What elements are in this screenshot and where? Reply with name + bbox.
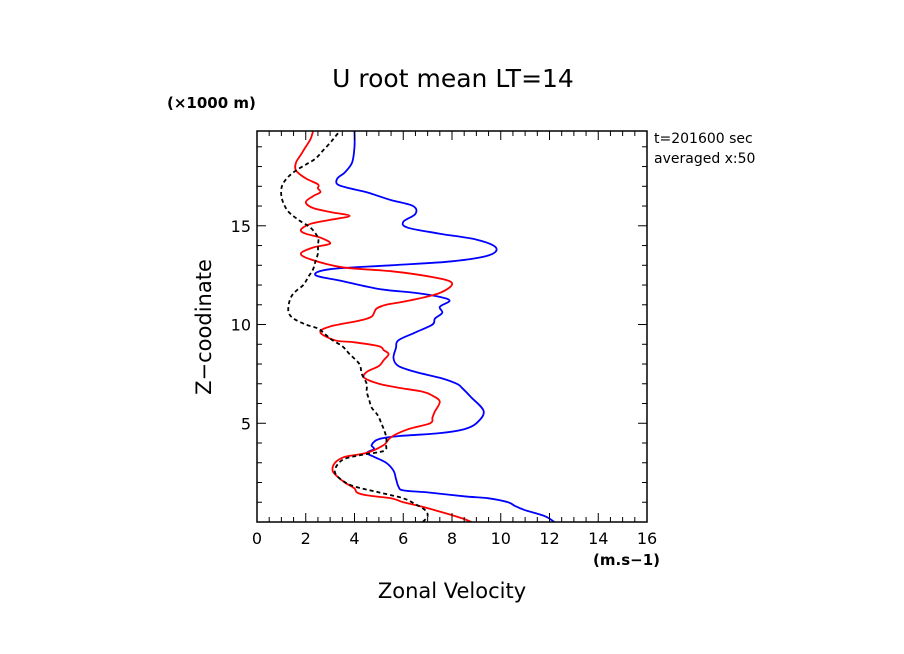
series-line-1: [294, 131, 472, 522]
y-tick-label: 15: [231, 217, 251, 236]
ticks-layer: 0 2 4 6 8 10 12 14 16 5 10 15: [231, 131, 657, 548]
x-tick-label: 4: [349, 529, 359, 548]
x-tick-label: 2: [301, 529, 311, 548]
y-axis-label: Z−coodinate: [192, 259, 216, 395]
y-tick-label: 10: [231, 316, 251, 335]
average-annotation: averaged x:50: [654, 151, 755, 167]
series-line-0: [314, 131, 555, 522]
x-axis-label: Zonal Velocity: [378, 579, 526, 603]
chart-title: U root mean LT=14: [332, 64, 574, 93]
x-tick-label: 10: [491, 529, 511, 548]
y-axis-unit: (×1000 m): [167, 94, 256, 112]
y-tick-label: 5: [241, 414, 251, 433]
x-tick-label: 12: [539, 529, 559, 548]
x-tick-label: 8: [447, 529, 457, 548]
x-tick-label: 16: [637, 529, 657, 548]
x-tick-label: 14: [588, 529, 608, 548]
plot-frame: [256, 130, 648, 523]
x-tick-label: 6: [398, 529, 408, 548]
time-annotation: t=201600 sec: [654, 131, 753, 147]
series-line-2: [280, 131, 429, 522]
x-axis-unit: (m.s−1): [593, 551, 660, 569]
series-layer: [280, 131, 555, 522]
x-tick-label: 0: [252, 529, 262, 548]
